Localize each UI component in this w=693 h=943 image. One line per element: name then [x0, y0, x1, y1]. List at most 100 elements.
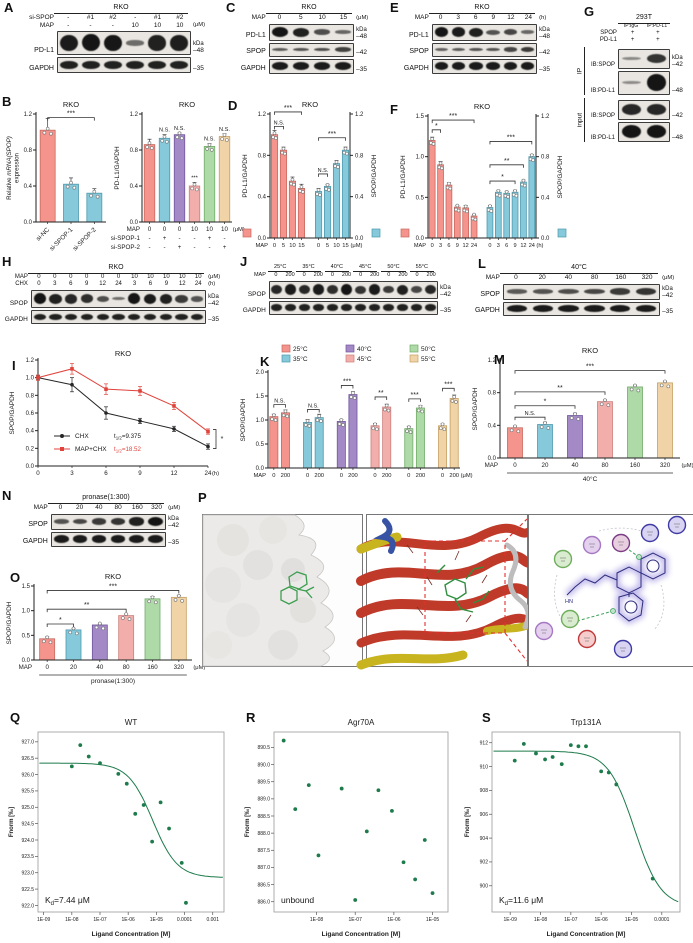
- band: [621, 125, 642, 139]
- bcell: 200: [398, 272, 408, 279]
- panel-j-western-blot: 25°C 35°C 40°C 45°C 50°C 55°C MAP 0 200 0 200 0 200 0…: [240, 264, 466, 315]
- bcell: -: [67, 21, 70, 29]
- brow: SPOP kDa –42: [240, 280, 466, 299]
- bandcell: [95, 291, 111, 307]
- half-life-label: t1/2=9.375: [114, 433, 141, 441]
- data-dot: [285, 414, 290, 419]
- bandcell: [504, 285, 530, 299]
- band: [503, 47, 518, 52]
- band: [610, 305, 631, 312]
- text-label: 2.0: [256, 370, 265, 376]
- bandcell: [485, 60, 502, 73]
- band: [65, 313, 78, 320]
- bar: [280, 412, 290, 469]
- text-label: 0.0: [24, 220, 33, 226]
- bar: [528, 156, 536, 239]
- data-dot: [456, 208, 461, 213]
- bcell: 5: [298, 14, 303, 22]
- panel-label-g: G: [584, 4, 595, 19]
- bar: [341, 149, 350, 239]
- bandcell: [312, 282, 326, 298]
- bar: [627, 386, 643, 459]
- text-label: 1.0: [26, 376, 35, 382]
- bar: [428, 140, 436, 239]
- text-label: 1.2: [130, 112, 139, 118]
- bar: [449, 398, 459, 469]
- text-label: 0.0: [26, 464, 35, 470]
- text-label: 0.8: [488, 391, 497, 397]
- text-label: (μM): [350, 243, 362, 249]
- bbox: [618, 121, 670, 142]
- text-label: *: [435, 123, 438, 130]
- data-dot: [405, 429, 409, 433]
- band: [424, 284, 436, 295]
- data-dot: [222, 133, 227, 137]
- hbond-dot: [610, 608, 616, 614]
- bcell: -: [111, 21, 114, 29]
- bandcell: [607, 285, 633, 299]
- plot-frame: [491, 731, 681, 913]
- text-label: 24: [529, 243, 535, 249]
- data-dot: [386, 408, 391, 413]
- kdamark: –48: [672, 87, 683, 95]
- data-point: [150, 839, 155, 844]
- tspan: Relative: [6, 176, 13, 200]
- bandcell: [581, 285, 607, 299]
- bandcell: [126, 291, 142, 307]
- blab: PD-L1: [599, 36, 617, 43]
- text-label: 10: [333, 243, 339, 249]
- data-dot: [351, 391, 355, 395]
- legend-swatch: [409, 354, 419, 363]
- bbox: [502, 283, 661, 300]
- data-dot: [345, 151, 349, 156]
- bcell: 6: [473, 14, 478, 22]
- text-label: 1E-06: [594, 917, 608, 923]
- kdamark: –42: [672, 61, 683, 69]
- data-dot: [94, 625, 99, 630]
- data-dot: [599, 402, 604, 406]
- axis-key-square: [371, 228, 381, 238]
- data-dot: [145, 145, 149, 149]
- data-dot: [442, 427, 447, 432]
- text-label: 910: [480, 764, 489, 770]
- text-label: 923.5: [21, 854, 34, 860]
- text-label: 926.0: [21, 772, 34, 778]
- text-label: 0.0001: [654, 917, 670, 923]
- data-dot: [506, 194, 510, 199]
- axis-title: SPOP/GAPDH: [240, 398, 247, 441]
- bcell: 20: [76, 504, 84, 512]
- bkda: kDa –42: [660, 286, 693, 300]
- panel-r-mst-scatter: 886.0 886.5 887.0 887.5 888.0 888.5 889.0 889.5…: [245, 718, 449, 938]
- data-dot: [513, 424, 517, 429]
- brow: MAP - - - 10 10 10 (μM): [4, 22, 226, 29]
- bkda: –48: [670, 88, 692, 95]
- bar: [520, 181, 527, 239]
- data-point: [559, 762, 564, 767]
- bcell: 0: [302, 272, 306, 279]
- kdamark: –42: [440, 291, 451, 299]
- side-chain-sticks: [406, 544, 488, 623]
- bcell: 0: [37, 280, 41, 287]
- data-dot: [121, 616, 125, 620]
- data-dot: [42, 130, 47, 135]
- kdamark: –42: [168, 522, 180, 530]
- band: [82, 34, 100, 52]
- bhdr: 55°C: [409, 264, 434, 273]
- kdamark: –42: [356, 49, 368, 57]
- bbox: [502, 301, 661, 316]
- text-label: 5: [326, 243, 329, 249]
- text-label: WT: [125, 718, 138, 727]
- text-label: 35°C: [293, 355, 308, 363]
- condrow: 0 3 6 9 12 24: [432, 14, 537, 21]
- text-label: 0.5: [22, 633, 31, 639]
- axis-key-square: [400, 228, 410, 238]
- data-dot: [452, 395, 456, 399]
- text-label: si-SPOP-1: [48, 226, 74, 252]
- data-dot: [299, 185, 304, 189]
- text-label: 912: [480, 741, 489, 747]
- bcell: 0: [53, 274, 57, 281]
- text-label: N.S.: [219, 127, 230, 133]
- data-point: [422, 838, 427, 842]
